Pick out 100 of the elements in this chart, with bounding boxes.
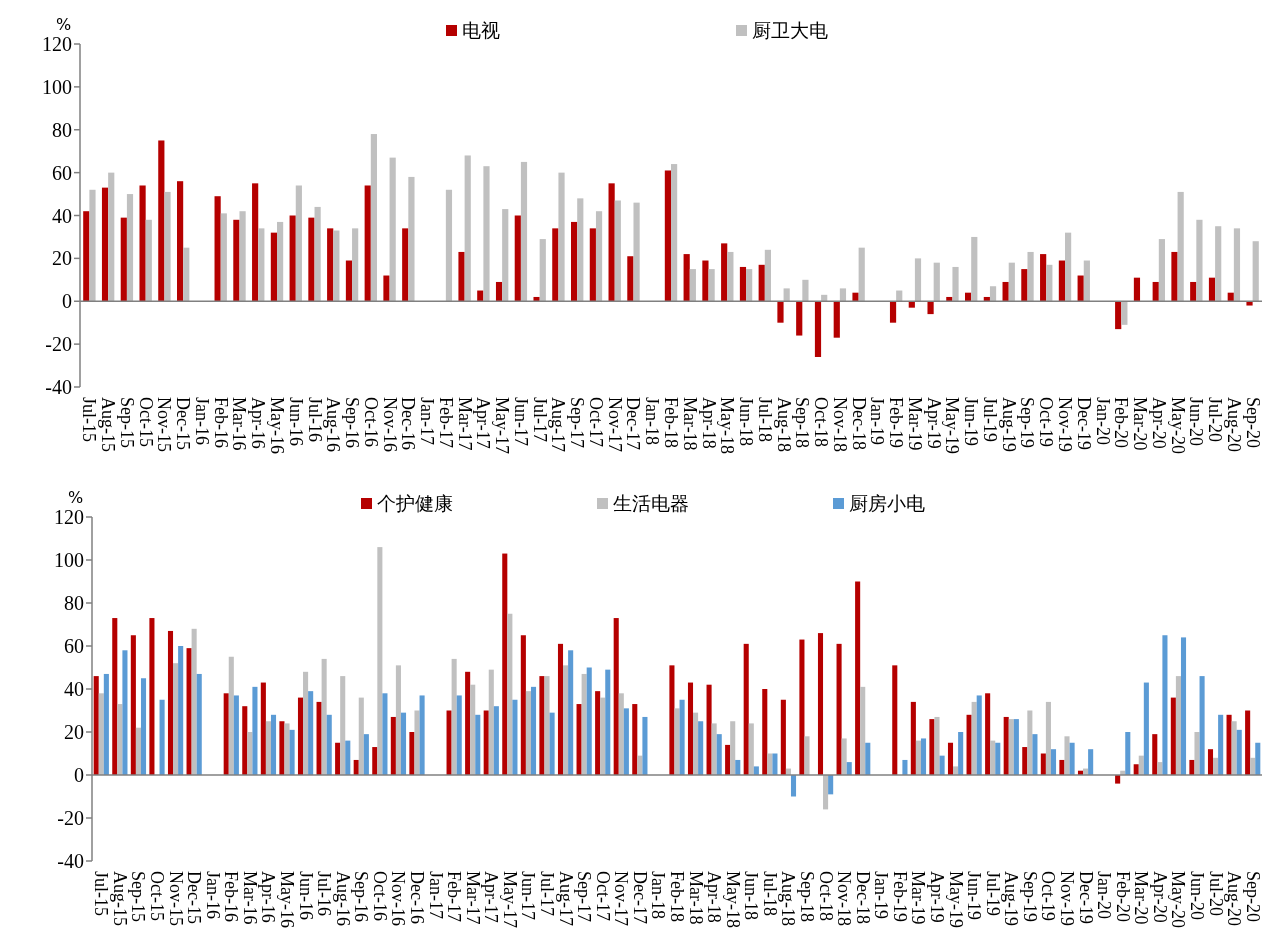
y-tick-label: 60 <box>64 635 84 657</box>
bar <box>821 294 828 302</box>
x-tick-label: Oct-18 <box>811 397 832 447</box>
x-tick-label: Jun-16 <box>285 397 306 446</box>
bar <box>839 288 847 302</box>
bar <box>488 669 494 775</box>
x-tick-label: Mar-19 <box>904 397 925 451</box>
bar <box>896 290 903 302</box>
x-tick-label: Dec-15 <box>173 397 194 450</box>
bar <box>1065 232 1072 302</box>
bar <box>613 618 619 775</box>
bar <box>1215 226 1222 302</box>
bar <box>698 721 704 775</box>
bar <box>549 712 555 775</box>
bar <box>233 695 239 775</box>
bar <box>902 759 908 775</box>
bar <box>1175 676 1181 775</box>
bar <box>314 206 321 302</box>
bar <box>483 710 489 775</box>
bar <box>277 221 284 302</box>
bar <box>1157 762 1163 775</box>
x-tick-label: May-16 <box>267 397 287 454</box>
bar <box>706 684 712 775</box>
x-tick-label: Dec-16 <box>407 871 427 924</box>
bar <box>581 673 587 775</box>
bar <box>363 734 369 775</box>
bar <box>1227 292 1234 302</box>
bar <box>836 643 842 775</box>
bar <box>383 275 390 302</box>
x-tick-label: Dec-15 <box>184 871 205 924</box>
x-tick-label: Apr-20 <box>1148 397 1169 449</box>
bar <box>889 301 897 323</box>
bar <box>270 714 277 775</box>
x-tick-label: Jan-19 <box>871 871 892 919</box>
x-tick-label: Jul-18 <box>754 397 775 442</box>
bar <box>89 189 96 302</box>
x-tick-label: Sep-19 <box>1019 871 1040 922</box>
bar <box>783 288 790 302</box>
bar <box>493 706 499 775</box>
bar <box>739 266 747 302</box>
bar <box>790 775 797 797</box>
x-tick-label: Oct-16 <box>369 871 390 921</box>
bar <box>1027 251 1034 302</box>
x-tick-label: Jan-20 <box>1092 397 1113 445</box>
bar <box>1246 301 1253 306</box>
bar <box>390 716 396 775</box>
bar <box>1236 729 1242 775</box>
bar <box>130 635 136 775</box>
bar <box>589 228 596 302</box>
bar <box>767 753 773 775</box>
bar <box>552 228 559 302</box>
bar <box>966 714 972 775</box>
bar <box>103 673 109 775</box>
bar <box>140 678 147 775</box>
bar <box>308 217 315 302</box>
bar <box>892 665 898 775</box>
bar <box>333 230 340 302</box>
bar <box>595 691 601 775</box>
bar <box>669 665 675 775</box>
bar <box>451 658 457 775</box>
bar <box>445 189 453 302</box>
x-tick-label: Oct-17 <box>592 871 613 921</box>
bar <box>799 639 805 775</box>
bar <box>167 630 174 775</box>
bar <box>1143 682 1149 775</box>
bar <box>186 648 192 775</box>
x-tick-label: May-18 <box>717 397 738 454</box>
bar <box>214 196 221 302</box>
bar <box>796 301 803 336</box>
bar <box>1133 277 1141 302</box>
bar <box>933 262 940 302</box>
bar <box>952 266 959 302</box>
x-tick-label: Jan-18 <box>648 871 669 919</box>
x-tick-label: Feb-19 <box>889 871 910 922</box>
bar <box>316 701 322 775</box>
bar <box>112 618 118 775</box>
bar <box>929 719 935 775</box>
bar <box>164 191 171 302</box>
bar <box>664 170 671 302</box>
y-tick-label: -20 <box>45 333 72 356</box>
bar <box>260 682 266 775</box>
bar <box>780 699 786 775</box>
bar <box>1008 719 1014 775</box>
bar <box>1180 637 1187 775</box>
bar <box>920 738 927 775</box>
x-tick-label: May-17 <box>499 871 520 928</box>
bar <box>846 762 852 775</box>
bar <box>1245 710 1251 775</box>
bar <box>1021 269 1028 302</box>
bar <box>693 712 699 775</box>
x-tick-label: Nov-18 <box>829 397 850 452</box>
bar <box>1115 775 1121 784</box>
x-tick-label: Jan-17 <box>425 871 446 919</box>
bar <box>196 673 202 775</box>
bar <box>1233 228 1241 302</box>
bar <box>83 211 90 302</box>
bar <box>1045 701 1051 775</box>
x-tick-label: Sep-15 <box>116 397 137 448</box>
x-tick-label: Sep-19 <box>1017 397 1038 448</box>
bar <box>1121 301 1128 325</box>
